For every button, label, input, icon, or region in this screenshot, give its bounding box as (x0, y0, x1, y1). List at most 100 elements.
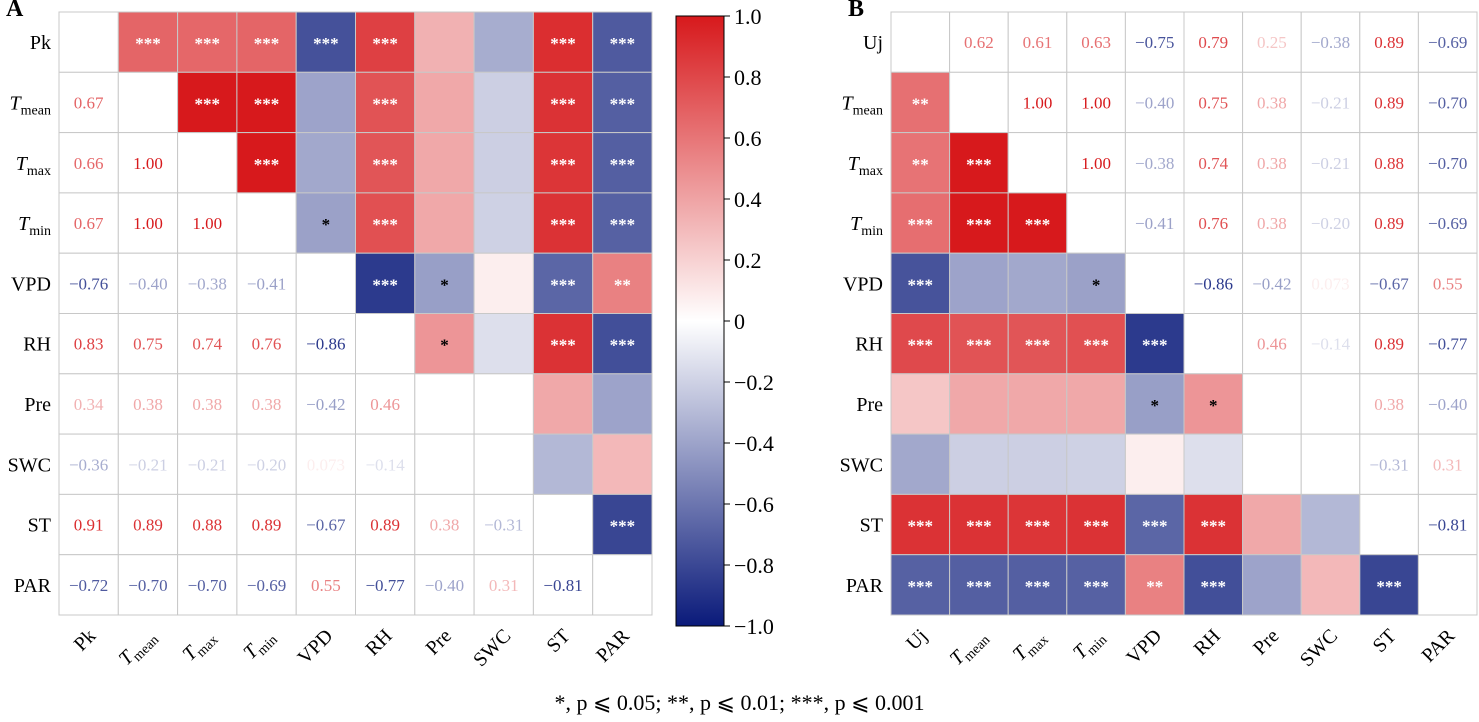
cell-2-9 (592, 132, 653, 194)
value-label-2-1: 1.00 (133, 154, 163, 173)
sig-label-8-9: *** (610, 517, 636, 536)
sig-label-2-1: *** (966, 155, 992, 174)
value-label-1-9: −0.70 (1428, 93, 1467, 112)
value-label-2-6: 0.38 (1257, 154, 1287, 173)
cell-6-0 (890, 373, 951, 435)
row-label-b-3-base: T (850, 213, 863, 235)
cell-6-8 (1359, 373, 1419, 435)
value-label-1-8: 0.89 (1374, 93, 1404, 112)
cell-0-1 (949, 11, 1009, 73)
cell-0-3 (1066, 11, 1126, 73)
sig-label-1-0: ** (912, 94, 929, 113)
value-label-5-9: −0.77 (1428, 335, 1468, 354)
cell-0-1 (117, 11, 179, 73)
cell-1-3 (1066, 71, 1126, 134)
sig-label-2-3: *** (254, 155, 280, 174)
colorbar-tick-label-0: 1.0 (734, 4, 762, 29)
sig-label-8-0: *** (908, 517, 934, 536)
cell-0-5 (355, 11, 416, 73)
cell-0-8 (532, 11, 594, 73)
sig-label-6-5: * (1209, 396, 1218, 415)
cell-4-8 (1359, 252, 1419, 314)
sig-label-0-8: *** (550, 34, 576, 53)
cell-1-4 (295, 71, 357, 134)
value-label-0-4: −0.75 (1135, 33, 1174, 52)
value-label-6-4: −0.42 (306, 395, 345, 414)
value-label-3-8: 0.89 (1374, 214, 1404, 233)
value-label-7-1: −0.21 (128, 455, 167, 474)
cell-5-8 (1359, 313, 1419, 375)
cell-1-2 (177, 71, 238, 134)
col-label-a-1: Tmean (115, 625, 163, 673)
cell-8-3 (1066, 493, 1126, 556)
cell-5-4 (295, 313, 357, 375)
value-label-5-2: 0.74 (192, 335, 222, 354)
value-label-6-1: 0.38 (133, 395, 163, 414)
sig-label-4-8: *** (550, 275, 576, 294)
cell-4-0 (890, 252, 951, 314)
cell-7-2 (1007, 433, 1068, 495)
row-label-a-6: Pre (24, 394, 51, 416)
value-label-4-8: −0.67 (1369, 274, 1409, 293)
sig-label-8-5: *** (1201, 517, 1227, 536)
value-label-4-6: −0.42 (1252, 274, 1291, 293)
row-label-b-2: Tmax (848, 153, 883, 179)
panel-a-grid: *** *** *** *** *** *** ***0.67 *** *** *** *** ***… (58, 11, 653, 616)
cell-9-4 (1124, 554, 1185, 616)
row-label-a-1: Tmean (10, 92, 51, 118)
value-label-7-2: −0.21 (188, 455, 227, 474)
value-label-0-7: −0.38 (1311, 33, 1350, 52)
cell-4-7 (473, 252, 534, 314)
value-label-7-9: 0.31 (1433, 455, 1463, 474)
cell-3-3 (1066, 192, 1126, 254)
sig-label-0-3: *** (254, 34, 280, 53)
cell-6-7 (1300, 373, 1361, 435)
cell-9-0 (890, 554, 951, 616)
cell-0-8 (1359, 11, 1419, 73)
value-label-8-5: 0.89 (370, 516, 400, 535)
cell-8-7 (473, 493, 534, 556)
row-label-a-1-base: T (10, 92, 23, 114)
sig-label-9-1: *** (966, 577, 992, 596)
cell-9-2 (177, 554, 238, 616)
value-label-0-6: 0.25 (1257, 33, 1287, 52)
sig-label-9-2: *** (1025, 577, 1051, 596)
col-label-b-2: Tmax (1009, 625, 1052, 668)
cell-6-2 (1007, 373, 1068, 435)
col-label-a-9: PAR (592, 625, 634, 667)
col-label-b-8: ST (1369, 625, 1401, 657)
row-label-a-4: VPD (11, 273, 51, 295)
sig-label-3-0: *** (908, 215, 934, 234)
cell-6-5 (355, 373, 416, 435)
cell-0-0 (58, 11, 119, 73)
cell-8-2 (1007, 493, 1068, 556)
cell-4-1 (117, 252, 179, 314)
row-label-a-3-base: T (18, 213, 31, 235)
sig-label-0-5: *** (372, 34, 398, 53)
col-label-a-7: SWC (469, 625, 515, 671)
sig-label-4-9: ** (614, 275, 631, 294)
row-label-b-2-sub: max (859, 164, 883, 179)
sig-label-4-0: *** (908, 275, 934, 294)
cell-6-8 (532, 373, 594, 435)
sig-label-2-0: ** (912, 155, 929, 174)
col-label-a-3: Tmin (239, 625, 281, 667)
cell-5-9 (1417, 313, 1478, 375)
cell-4-5 (355, 252, 416, 314)
row-label-a-3: Tmin (18, 213, 51, 239)
colorbar-tick-label-1: 0.8 (734, 65, 762, 90)
cell-2-1 (949, 132, 1009, 194)
cell-5-3 (1066, 313, 1126, 375)
cell-7-5 (1183, 433, 1244, 495)
cell-3-0 (58, 192, 119, 254)
value-label-7-3: −0.20 (247, 455, 286, 474)
value-label-3-9: −0.69 (1428, 214, 1467, 233)
col-label-b-1-sub: mean (961, 633, 993, 665)
value-label-3-0: 0.67 (74, 214, 104, 233)
cell-9-8 (532, 554, 594, 616)
colorbar (675, 15, 725, 627)
col-label-b-9: PAR (1417, 625, 1459, 667)
cell-7-0 (890, 433, 951, 495)
sig-label-9-3: *** (1083, 577, 1109, 596)
